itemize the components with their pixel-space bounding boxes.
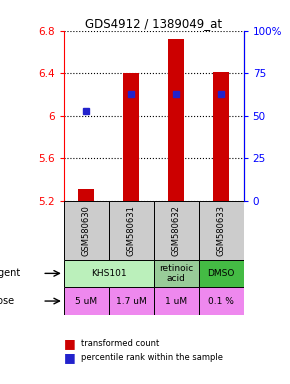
Text: GSM580632: GSM580632: [172, 205, 181, 256]
Text: DMSO: DMSO: [207, 269, 235, 278]
Bar: [154, 260, 199, 287]
Bar: [199, 287, 244, 315]
Text: 1.7 uM: 1.7 uM: [116, 296, 147, 306]
Bar: [168, 39, 184, 201]
Text: dose: dose: [0, 296, 15, 306]
Bar: [154, 287, 199, 315]
Bar: [109, 287, 154, 315]
Text: retinoic
acid: retinoic acid: [159, 264, 193, 283]
Text: 5 uM: 5 uM: [75, 296, 97, 306]
Text: transformed count: transformed count: [81, 339, 160, 348]
Text: agent: agent: [0, 268, 20, 278]
Text: percentile rank within the sample: percentile rank within the sample: [81, 353, 223, 362]
Text: GSM580633: GSM580633: [217, 205, 226, 256]
Bar: [64, 260, 154, 287]
Text: 0.1 %: 0.1 %: [208, 296, 234, 306]
Bar: [199, 260, 244, 287]
Bar: [78, 189, 94, 201]
Text: GSM580631: GSM580631: [127, 205, 136, 256]
Text: ■: ■: [64, 337, 76, 350]
Text: GSM580630: GSM580630: [82, 205, 91, 256]
Bar: [64, 287, 109, 315]
Text: ■: ■: [64, 351, 76, 364]
Text: KHS101: KHS101: [91, 269, 126, 278]
Bar: [123, 73, 139, 201]
Bar: [64, 201, 109, 260]
Text: 1 uM: 1 uM: [165, 296, 187, 306]
Bar: [154, 201, 199, 260]
Bar: [109, 201, 154, 260]
Bar: [199, 201, 244, 260]
Title: GDS4912 / 1389049_at: GDS4912 / 1389049_at: [85, 17, 222, 30]
Bar: [213, 72, 229, 201]
